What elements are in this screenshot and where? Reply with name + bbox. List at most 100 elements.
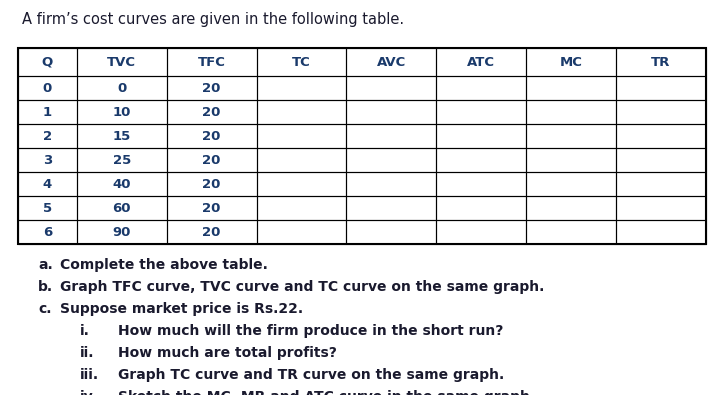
- Text: 20: 20: [203, 130, 221, 143]
- Bar: [167, 148, 256, 172]
- Bar: [526, 172, 616, 196]
- Bar: [347, 196, 437, 220]
- Bar: [347, 124, 437, 148]
- Bar: [616, 148, 706, 172]
- Text: MC: MC: [560, 56, 583, 68]
- Bar: [167, 124, 256, 148]
- Bar: [167, 220, 256, 244]
- Text: AVC: AVC: [376, 56, 406, 68]
- Bar: [167, 48, 256, 76]
- Text: Sketch the MC, MR and ATC curve in the same graph.: Sketch the MC, MR and ATC curve in the s…: [118, 390, 535, 395]
- Bar: [526, 124, 616, 148]
- Bar: [256, 196, 347, 220]
- Bar: [616, 100, 706, 124]
- Text: ATC: ATC: [467, 56, 495, 68]
- Bar: [347, 220, 437, 244]
- Text: 15: 15: [113, 130, 131, 143]
- Bar: [437, 196, 526, 220]
- Text: Suppose market price is Rs.22.: Suppose market price is Rs.22.: [60, 302, 303, 316]
- Text: ii.: ii.: [80, 346, 95, 360]
- Bar: [526, 76, 616, 100]
- Bar: [437, 124, 526, 148]
- Text: TR: TR: [652, 56, 670, 68]
- Bar: [18, 148, 77, 172]
- Bar: [77, 76, 167, 100]
- Bar: [347, 48, 437, 76]
- Bar: [77, 148, 167, 172]
- Text: 0: 0: [43, 81, 52, 94]
- Text: 10: 10: [113, 105, 131, 118]
- Bar: [77, 48, 167, 76]
- Text: a.: a.: [38, 258, 53, 272]
- Bar: [18, 48, 706, 244]
- Bar: [167, 100, 256, 124]
- Text: 0: 0: [117, 81, 127, 94]
- Bar: [18, 220, 77, 244]
- Text: Complete the above table.: Complete the above table.: [60, 258, 268, 272]
- Bar: [437, 76, 526, 100]
- Text: 6: 6: [43, 226, 52, 239]
- Bar: [347, 76, 437, 100]
- Text: 40: 40: [112, 177, 131, 190]
- Bar: [437, 100, 526, 124]
- Text: 90: 90: [113, 226, 131, 239]
- Text: Graph TC curve and TR curve on the same graph.: Graph TC curve and TR curve on the same …: [118, 368, 504, 382]
- Bar: [77, 100, 167, 124]
- Bar: [616, 124, 706, 148]
- Bar: [526, 100, 616, 124]
- Bar: [18, 124, 77, 148]
- Text: Q: Q: [42, 56, 53, 68]
- Bar: [347, 100, 437, 124]
- Text: TC: TC: [292, 56, 311, 68]
- Bar: [18, 196, 77, 220]
- Bar: [437, 148, 526, 172]
- Text: A firm’s cost curves are given in the following table.: A firm’s cost curves are given in the fo…: [22, 12, 404, 27]
- Bar: [256, 172, 347, 196]
- Bar: [616, 196, 706, 220]
- Bar: [616, 76, 706, 100]
- Bar: [526, 48, 616, 76]
- Bar: [77, 124, 167, 148]
- Bar: [437, 172, 526, 196]
- Bar: [437, 220, 526, 244]
- Bar: [256, 220, 347, 244]
- Text: c.: c.: [38, 302, 51, 316]
- Bar: [526, 196, 616, 220]
- Bar: [256, 76, 347, 100]
- Bar: [18, 100, 77, 124]
- Text: 4: 4: [43, 177, 52, 190]
- Text: i.: i.: [80, 324, 90, 338]
- Text: 20: 20: [203, 201, 221, 214]
- Bar: [256, 148, 347, 172]
- Text: 20: 20: [203, 177, 221, 190]
- Bar: [18, 76, 77, 100]
- Bar: [77, 172, 167, 196]
- Text: 2: 2: [43, 130, 52, 143]
- Bar: [256, 48, 347, 76]
- Text: 1: 1: [43, 105, 52, 118]
- Bar: [167, 196, 256, 220]
- Text: 25: 25: [113, 154, 131, 167]
- Text: TVC: TVC: [107, 56, 136, 68]
- Text: 20: 20: [203, 154, 221, 167]
- Text: b.: b.: [38, 280, 53, 294]
- Text: 20: 20: [203, 226, 221, 239]
- Bar: [167, 76, 256, 100]
- Text: TFC: TFC: [198, 56, 226, 68]
- Text: iii.: iii.: [80, 368, 99, 382]
- Text: How much are total profits?: How much are total profits?: [118, 346, 337, 360]
- Bar: [616, 172, 706, 196]
- Bar: [347, 148, 437, 172]
- Text: iv.: iv.: [80, 390, 98, 395]
- Bar: [437, 48, 526, 76]
- Text: 3: 3: [43, 154, 52, 167]
- Text: 60: 60: [112, 201, 131, 214]
- Bar: [77, 220, 167, 244]
- Text: 20: 20: [203, 81, 221, 94]
- Bar: [616, 220, 706, 244]
- Text: Graph TFC curve, TVC curve and TC curve on the same graph.: Graph TFC curve, TVC curve and TC curve …: [60, 280, 544, 294]
- Bar: [77, 196, 167, 220]
- Bar: [18, 48, 77, 76]
- Bar: [167, 172, 256, 196]
- Bar: [526, 220, 616, 244]
